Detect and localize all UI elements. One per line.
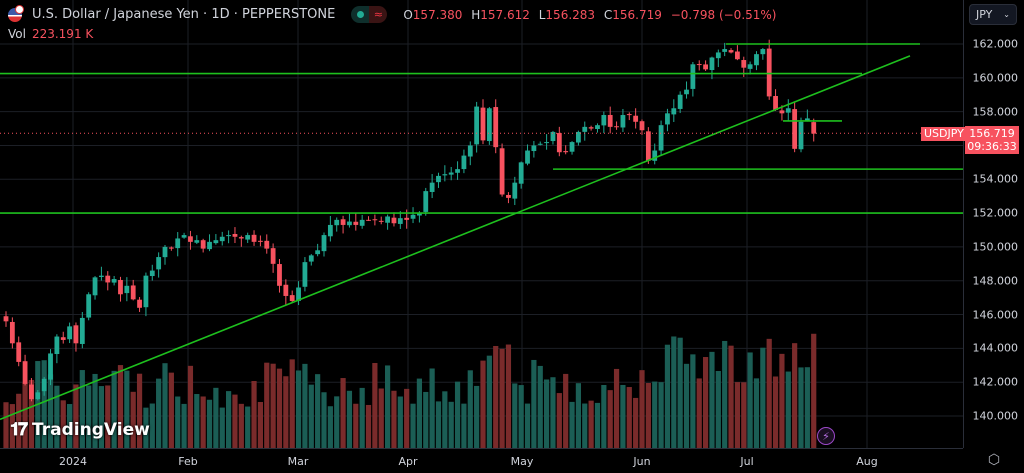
market-open-dot-icon bbox=[351, 6, 370, 23]
price-tick: 144.000 bbox=[972, 341, 1019, 355]
time-tick: 2024 bbox=[59, 455, 87, 468]
time-tick: Aug bbox=[856, 455, 878, 468]
symbol-price-tag: USDJPY bbox=[921, 127, 967, 141]
price-tick: 158.000 bbox=[972, 105, 1019, 119]
current-price: 156.719 bbox=[969, 127, 1015, 140]
open-value: 157.380 bbox=[412, 7, 463, 22]
price-tick: 154.000 bbox=[972, 172, 1019, 186]
time-axis[interactable]: 2024 Feb Mar Apr May Jun Jul Aug bbox=[0, 448, 963, 473]
volume-label: Vol bbox=[8, 27, 26, 41]
close-value: 156.719 bbox=[612, 7, 662, 22]
ohlc-values: O157.380 H157.612 L156.283 C156.719 −0.7… bbox=[403, 8, 781, 22]
change-value: −0.798 (−0.51%) bbox=[670, 7, 777, 22]
time-tick: Jul bbox=[740, 455, 754, 468]
price-tick: 148.000 bbox=[972, 274, 1019, 288]
price-tick: 152.000 bbox=[972, 206, 1019, 220]
market-status-pill[interactable]: ≈ bbox=[351, 6, 388, 23]
tradingview-wordmark: TradingView bbox=[32, 419, 150, 440]
price-tick: 142.000 bbox=[972, 375, 1019, 389]
tradingview-logo[interactable]: 𝟏𝟕 TradingView bbox=[10, 419, 150, 440]
high-label: H bbox=[471, 7, 481, 22]
low-label: L bbox=[538, 7, 546, 22]
currency-label: JPY bbox=[976, 8, 993, 21]
price-chart-canvas[interactable] bbox=[0, 0, 963, 448]
close-label: C bbox=[603, 7, 613, 22]
chart-legend: U.S. Dollar / Japanese Yen · 1D · PEPPER… bbox=[8, 4, 781, 23]
currency-dropdown[interactable]: JPY ⌄ bbox=[969, 4, 1017, 25]
symbol-title[interactable]: U.S. Dollar / Japanese Yen · 1D · PEPPER… bbox=[32, 7, 336, 22]
low-value: 156.283 bbox=[545, 7, 596, 22]
price-tick: 146.000 bbox=[972, 308, 1019, 322]
price-axis[interactable]: 162.000 160.000 158.000 154.000 152.000 150.0… bbox=[963, 0, 1024, 448]
time-tick: May bbox=[510, 455, 534, 468]
chevron-down-icon: ⌄ bbox=[1003, 10, 1010, 19]
volume-legend[interactable]: Vol 223.191 K bbox=[8, 27, 93, 41]
price-tick: 150.000 bbox=[972, 240, 1019, 254]
data-delayed-icon: ≈ bbox=[369, 6, 388, 23]
price-tick: 162.000 bbox=[972, 37, 1019, 51]
high-value: 157.612 bbox=[480, 7, 530, 22]
time-tick: Feb bbox=[178, 455, 198, 468]
current-price-tag: 156.719 09:36:33 bbox=[965, 126, 1019, 154]
time-tick: Mar bbox=[287, 455, 309, 468]
bar-countdown: 09:36:33 bbox=[967, 140, 1017, 153]
volume-value: 223.191 K bbox=[31, 27, 94, 41]
open-label: O bbox=[403, 7, 413, 22]
us-jp-flag-icon bbox=[8, 4, 24, 22]
time-tick: Apr bbox=[398, 455, 418, 468]
settings-gear-icon[interactable]: ⬡ bbox=[987, 452, 1001, 468]
time-tick: Jun bbox=[633, 455, 651, 468]
lightning-event-icon[interactable]: ⚡ bbox=[817, 427, 835, 445]
price-tick: 140.000 bbox=[972, 409, 1019, 423]
tradingview-mark-icon: 𝟏𝟕 bbox=[10, 419, 28, 440]
price-tick: 160.000 bbox=[972, 71, 1019, 85]
